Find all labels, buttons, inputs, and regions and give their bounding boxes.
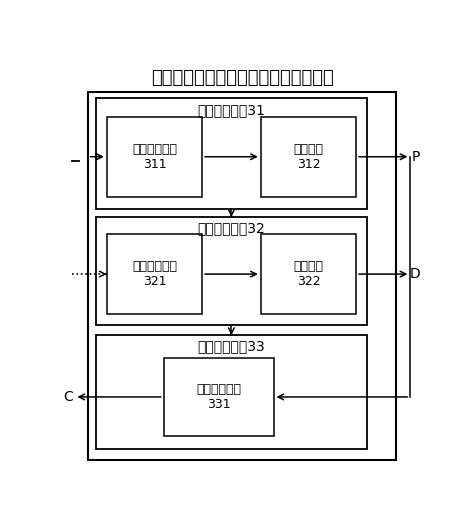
Text: 计量单元
312: 计量单元 312 — [293, 143, 324, 171]
Bar — [96, 217, 367, 326]
Bar — [88, 92, 396, 460]
Text: 剂量反应模块32: 剂量反应模块32 — [198, 221, 265, 235]
Bar — [96, 335, 367, 449]
Text: D: D — [410, 267, 421, 281]
Text: C: C — [63, 390, 73, 404]
Text: 计量单元
322: 计量单元 322 — [293, 260, 324, 288]
Text: 风险评估单元
331: 风险评估单元 331 — [196, 383, 241, 411]
Bar — [261, 234, 356, 314]
Bar — [107, 117, 202, 196]
Text: P: P — [411, 150, 420, 164]
Bar — [107, 234, 202, 314]
Bar — [96, 98, 367, 209]
Text: 发病风险模块33: 发病风险模块33 — [198, 340, 265, 354]
Text: 数据采集单元
311: 数据采集单元 311 — [132, 143, 177, 171]
Bar — [261, 117, 356, 196]
Text: 数据采集单元
321: 数据采集单元 321 — [132, 260, 177, 288]
Bar — [164, 358, 273, 436]
Text: 年均浓度模块31: 年均浓度模块31 — [198, 103, 265, 117]
Text: 细颗粒物的心脏病发病风险的检测装置: 细颗粒物的心脏病发病风险的检测装置 — [151, 69, 334, 87]
